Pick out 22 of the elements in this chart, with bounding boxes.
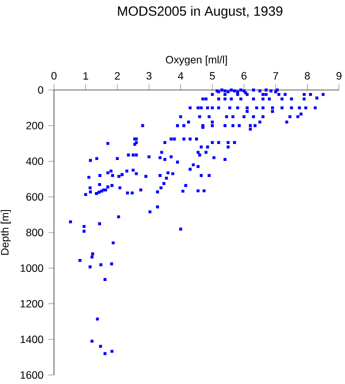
y-tick-label: 0: [38, 86, 44, 94]
x-tick-label: 3: [146, 72, 152, 80]
y-tick-label: 1600: [20, 371, 44, 379]
x-tick-label: 2: [114, 72, 120, 80]
x-tick-label: 8: [304, 72, 310, 80]
x-tick-label: 0: [51, 72, 57, 80]
y-tick-label: 1400: [20, 336, 44, 344]
y-tick-label: 200: [26, 122, 44, 130]
y-tick-label: 1200: [20, 300, 44, 308]
y-axis-title: Depth [m]: [0, 210, 11, 255]
x-tick-label: 4: [178, 72, 184, 80]
x-tick-label: 6: [242, 72, 246, 80]
y-tick-label: 400: [26, 157, 44, 166]
chart-title: MODS2005 in August, 1939: [118, 6, 282, 18]
y-tick-label: 1000: [20, 264, 44, 272]
x-tick-label: 9: [336, 72, 342, 80]
y-tick-label: 600: [26, 193, 44, 201]
x-tick-label: 1: [84, 72, 88, 80]
y-tick-label: 800: [26, 228, 44, 236]
x-tick-label: 7: [273, 72, 278, 80]
x-tick-label: 5: [210, 72, 215, 80]
x-axis-title: Oxygen [ml/l]: [166, 56, 227, 66]
